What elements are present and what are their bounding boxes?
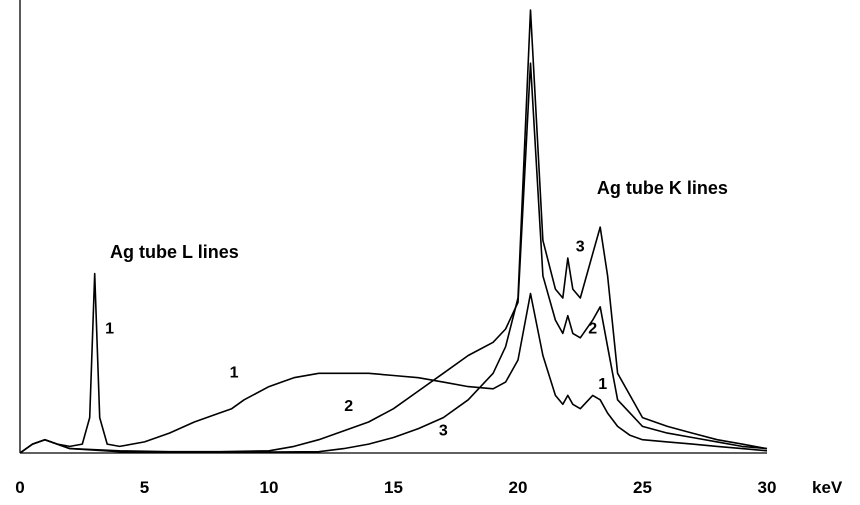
curve-label: 3	[439, 422, 448, 439]
curve-label: 1	[598, 376, 607, 393]
series-group	[19, 9, 768, 454]
x-tick-label: 25	[633, 478, 652, 497]
curve-labels: 1 1 1 2 2 3 3	[105, 238, 607, 439]
annotations: Ag tube L lines Ag tube K lines	[110, 178, 728, 262]
series-1-line	[19, 272, 768, 454]
axes	[19, 0, 767, 454]
curve-label: 1	[230, 365, 239, 382]
x-tick-label: 15	[384, 478, 403, 497]
curve-label: 1	[105, 320, 114, 337]
x-tick-label: 30	[758, 478, 777, 497]
x-tick-label: 10	[260, 478, 279, 497]
annotation-label: Ag tube K lines	[597, 178, 728, 198]
x-tick-label: 5	[140, 478, 149, 497]
series-3-line	[19, 9, 768, 454]
curve-label: 2	[344, 398, 353, 415]
x-axis-unit: keV	[812, 478, 843, 497]
x-tick-label: 0	[15, 478, 24, 497]
curve-label: 2	[588, 320, 597, 337]
x-tick-labels: 0 5 10 15 20 25 30	[15, 478, 776, 497]
curve-label: 3	[576, 238, 585, 255]
annotation-label: Ag tube L lines	[110, 242, 239, 262]
x-tick-label: 20	[509, 478, 528, 497]
